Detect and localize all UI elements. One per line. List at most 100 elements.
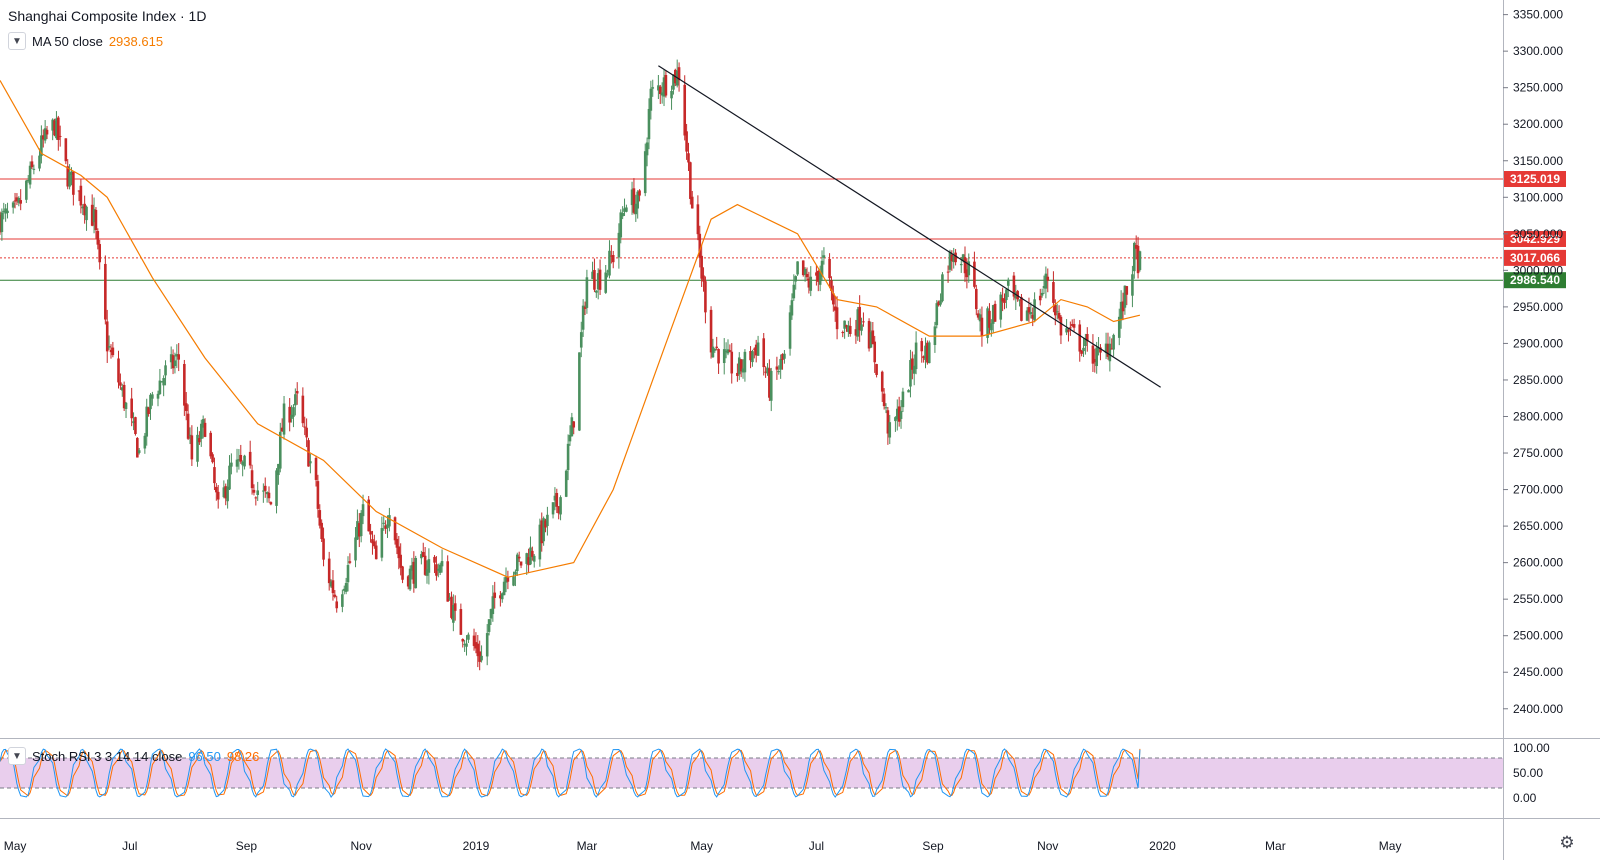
candle-body bbox=[134, 417, 137, 434]
price-tick-label: 2900.000 bbox=[1513, 336, 1563, 350]
candle-body bbox=[920, 341, 924, 352]
candle-body bbox=[203, 422, 207, 437]
candle-body bbox=[354, 537, 357, 561]
candle-body bbox=[1084, 338, 1087, 346]
candle-body bbox=[248, 451, 252, 466]
candle-body bbox=[1119, 301, 1123, 321]
candle-body bbox=[500, 593, 504, 600]
candle-body bbox=[85, 206, 88, 221]
candle-body bbox=[687, 153, 690, 163]
candle-body bbox=[111, 347, 115, 356]
candle-body bbox=[164, 365, 167, 376]
candle-body bbox=[781, 354, 784, 360]
candle-body bbox=[90, 204, 94, 226]
candle-body bbox=[753, 348, 756, 350]
candle-body bbox=[506, 577, 510, 582]
candle-body bbox=[754, 344, 758, 356]
candle-body bbox=[801, 260, 805, 276]
chevron-down-icon[interactable]: ▼ bbox=[8, 32, 26, 50]
stoch-tick-label: 50.00 bbox=[1513, 766, 1543, 780]
candle-body bbox=[70, 171, 73, 175]
candle-body bbox=[28, 165, 32, 185]
candle-body bbox=[514, 571, 517, 575]
candle-body bbox=[243, 455, 246, 467]
price-tick-label: 3100.000 bbox=[1513, 190, 1563, 204]
candle-body bbox=[132, 421, 135, 424]
candle-body bbox=[954, 252, 957, 263]
candle-body bbox=[30, 161, 34, 168]
candle-body bbox=[198, 438, 201, 443]
candle-body bbox=[623, 208, 626, 212]
candle-body bbox=[1067, 330, 1070, 332]
candle-body bbox=[572, 421, 576, 428]
price-tick-label: 3350.000 bbox=[1513, 8, 1563, 22]
candle-body bbox=[630, 189, 634, 206]
candles-layer bbox=[0, 59, 1142, 671]
candle-body bbox=[433, 556, 436, 563]
candle-body bbox=[230, 462, 233, 467]
ma-layer bbox=[0, 80, 1141, 578]
candle-body bbox=[606, 270, 609, 272]
horizontal-lines-layer[interactable]: 3125.019 3042.929 3017.066 2986.540 bbox=[0, 171, 1566, 289]
candle-body bbox=[435, 564, 438, 576]
candle-body bbox=[730, 351, 734, 374]
candle-body bbox=[384, 525, 387, 529]
chevron-down-icon[interactable]: ▼ bbox=[8, 747, 26, 765]
candle-body bbox=[64, 138, 68, 162]
candle-body bbox=[331, 580, 335, 594]
candle-body bbox=[440, 561, 444, 567]
stoch-k-value: 96.50 bbox=[188, 748, 221, 764]
candle-body bbox=[459, 609, 463, 635]
candle-body bbox=[307, 440, 310, 467]
candle-body bbox=[53, 120, 56, 136]
candle-body bbox=[241, 461, 244, 466]
candle-body bbox=[769, 370, 773, 401]
candle-body bbox=[173, 360, 177, 367]
candle-body bbox=[226, 486, 229, 502]
candle-body bbox=[410, 565, 414, 571]
candle-body bbox=[662, 77, 666, 97]
candle-body bbox=[700, 255, 703, 279]
gear-icon[interactable]: ⚙ bbox=[1559, 833, 1575, 852]
candle-body bbox=[151, 394, 154, 399]
candle-body bbox=[986, 308, 989, 338]
candle-body bbox=[380, 528, 384, 558]
trend-line[interactable] bbox=[658, 65, 1161, 388]
candle-body bbox=[267, 492, 271, 499]
candle-body bbox=[371, 539, 374, 544]
candle-body bbox=[894, 417, 897, 422]
candle-body bbox=[51, 119, 54, 131]
trendline-layer[interactable] bbox=[658, 65, 1161, 388]
candle-body bbox=[478, 651, 481, 662]
candle-body bbox=[171, 355, 175, 369]
candle-body bbox=[559, 497, 562, 515]
time-tick-label: 2020 bbox=[1149, 839, 1176, 853]
candle-body bbox=[314, 458, 318, 480]
candle-body bbox=[815, 272, 818, 276]
candle-body bbox=[764, 371, 767, 373]
price-tick-label: 2700.000 bbox=[1513, 483, 1563, 497]
candle-body bbox=[835, 307, 839, 330]
ma-line bbox=[0, 80, 1141, 578]
candle-body bbox=[277, 463, 280, 476]
candle-body bbox=[927, 342, 931, 364]
candle-body bbox=[820, 260, 824, 277]
candle-body bbox=[348, 561, 352, 563]
candle-body bbox=[743, 351, 747, 373]
candle-body bbox=[228, 465, 231, 490]
time-tick-label: Sep bbox=[922, 839, 944, 853]
candle-body bbox=[911, 358, 914, 370]
candle-body bbox=[683, 84, 687, 136]
stoch-label: Stoch RSI 3 3 14 14 close bbox=[32, 748, 183, 764]
price-tag bbox=[1504, 171, 1566, 188]
candle-body bbox=[216, 491, 220, 500]
candle-body bbox=[107, 346, 111, 348]
candle-body bbox=[68, 172, 71, 187]
price-tick-label: 2550.000 bbox=[1513, 592, 1563, 606]
candle-body bbox=[858, 306, 861, 331]
candle-body bbox=[92, 209, 96, 223]
candle-body bbox=[950, 254, 954, 262]
candle-body bbox=[13, 200, 17, 202]
